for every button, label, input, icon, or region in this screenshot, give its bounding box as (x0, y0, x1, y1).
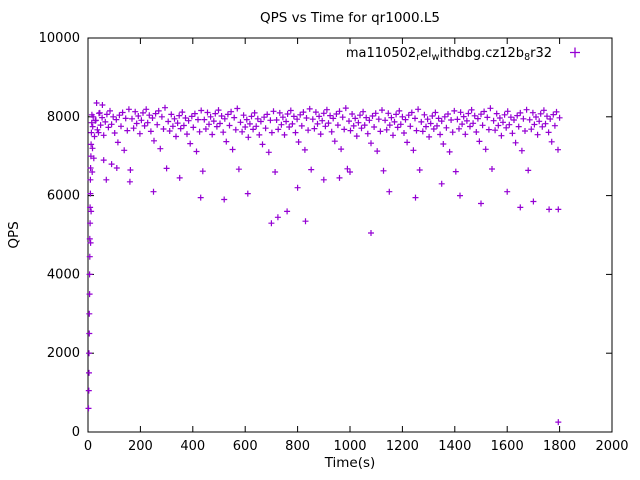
y-tick-label: 10000 (39, 31, 80, 46)
y-axis: 0 2000 4000 6000 8000 10000 (39, 31, 612, 440)
x-tick-label: 1200 (386, 439, 419, 454)
x-axis-label: Time(s) (324, 455, 376, 471)
chart-title: QPS vs Time for qr1000.L5 (260, 10, 440, 26)
x-tick-label: 2000 (595, 439, 628, 454)
x-tick-label: 1800 (543, 439, 576, 454)
scatter-points (85, 100, 563, 426)
x-tick-label: 1000 (333, 439, 366, 454)
y-tick-label: 0 (72, 425, 80, 440)
legend-marker-plus-icon (570, 47, 580, 58)
y-tick-label: 4000 (47, 267, 80, 282)
y-axis-label: QPS (6, 221, 22, 248)
x-tick-label: 1600 (491, 439, 524, 454)
y-tick-label: 2000 (47, 346, 80, 361)
x-tick-label: 0 (84, 439, 92, 454)
y-tick-label: 8000 (47, 110, 80, 125)
legend: ma110502relwithdbg.cz12b8r32 (346, 46, 580, 63)
x-axis: 0 200 400 600 800 1000 1200 1400 1600 1800 2000 (84, 38, 629, 454)
legend-label: ma110502relwithdbg.cz12b8r32 (346, 46, 552, 63)
x-tick-label: 800 (285, 439, 310, 454)
x-tick-label: 200 (128, 439, 153, 454)
x-tick-label: 400 (180, 439, 205, 454)
y-tick-label: 6000 (47, 189, 80, 204)
x-tick-label: 1400 (438, 439, 471, 454)
x-tick-label: 600 (233, 439, 258, 454)
